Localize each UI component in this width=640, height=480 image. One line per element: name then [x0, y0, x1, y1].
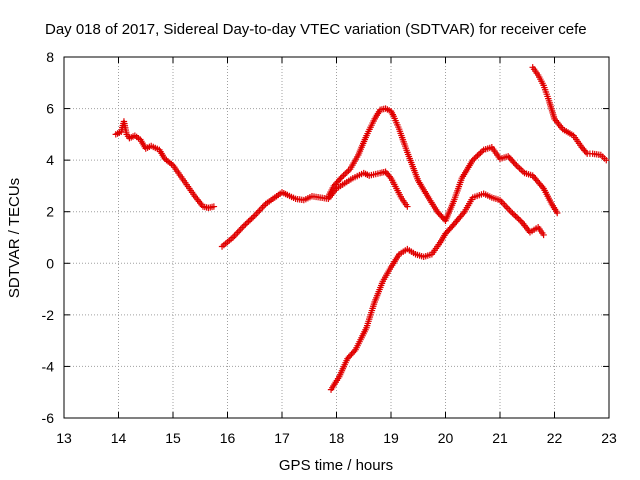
series-track-5	[529, 64, 610, 164]
data-point	[210, 203, 218, 210]
x-axis-label: GPS time / hours	[279, 457, 393, 474]
data-point	[510, 211, 518, 218]
x-tick-label: 22	[547, 430, 563, 446]
series-track-2	[218, 168, 411, 250]
x-tick-label: 18	[329, 430, 345, 446]
series-track-4	[327, 190, 547, 393]
data-point	[518, 166, 525, 174]
data-point	[472, 153, 480, 161]
axis-ticks: 13 14 15 16 17 18 19 20 21 22 23 -6 -4 -2 0 2 4 6 8	[42, 49, 617, 446]
data-point	[515, 215, 522, 223]
y-tick-label: 6	[46, 101, 54, 117]
data-point	[243, 219, 251, 227]
grid	[64, 57, 609, 418]
y-tick-label: 8	[46, 49, 54, 65]
chart-title: Day 018 of 2017, Sidereal Day-to-day VTE…	[45, 21, 587, 38]
data-point	[248, 215, 255, 222]
data-point	[475, 151, 483, 158]
data-point	[249, 213, 257, 221]
data-point	[340, 172, 347, 179]
y-tick-label: 4	[46, 152, 54, 168]
x-tick-label: 15	[165, 430, 181, 446]
x-tick-label: 23	[601, 430, 617, 446]
data-point	[337, 175, 344, 182]
x-tick-label: 16	[220, 430, 236, 446]
data-point	[516, 165, 523, 172]
data-point	[517, 217, 524, 224]
y-tick-label: -2	[42, 307, 55, 323]
data-point	[404, 203, 411, 210]
y-axis-label: SDTVAR / TECUs	[6, 178, 23, 298]
data-point	[477, 149, 484, 156]
y-tick-label: 2	[46, 204, 54, 220]
y-tick-label: 0	[46, 255, 54, 271]
data-point	[540, 231, 547, 239]
x-tick-label: 21	[492, 430, 508, 446]
x-tick-label: 19	[383, 430, 399, 446]
series-track-3	[325, 105, 561, 224]
data-marks	[112, 64, 610, 393]
data-point	[512, 212, 519, 220]
data-point	[554, 209, 561, 217]
data-point	[343, 169, 351, 176]
data-point	[511, 160, 519, 167]
series-track-1	[112, 118, 218, 212]
data-point	[513, 214, 521, 221]
y-tick-label: -4	[42, 358, 55, 374]
data-point	[245, 218, 252, 225]
data-point	[509, 209, 516, 217]
data-point	[474, 152, 481, 159]
x-tick-label: 14	[111, 430, 127, 446]
x-tick-label: 17	[274, 430, 290, 446]
data-point	[514, 163, 522, 171]
data-point	[246, 216, 254, 224]
x-tick-label: 13	[56, 430, 72, 446]
x-tick-label: 20	[438, 430, 454, 446]
y-tick-label: -6	[42, 410, 55, 426]
data-point	[351, 347, 358, 355]
data-point	[242, 221, 249, 228]
data-point	[342, 170, 349, 178]
data-point	[603, 156, 610, 164]
